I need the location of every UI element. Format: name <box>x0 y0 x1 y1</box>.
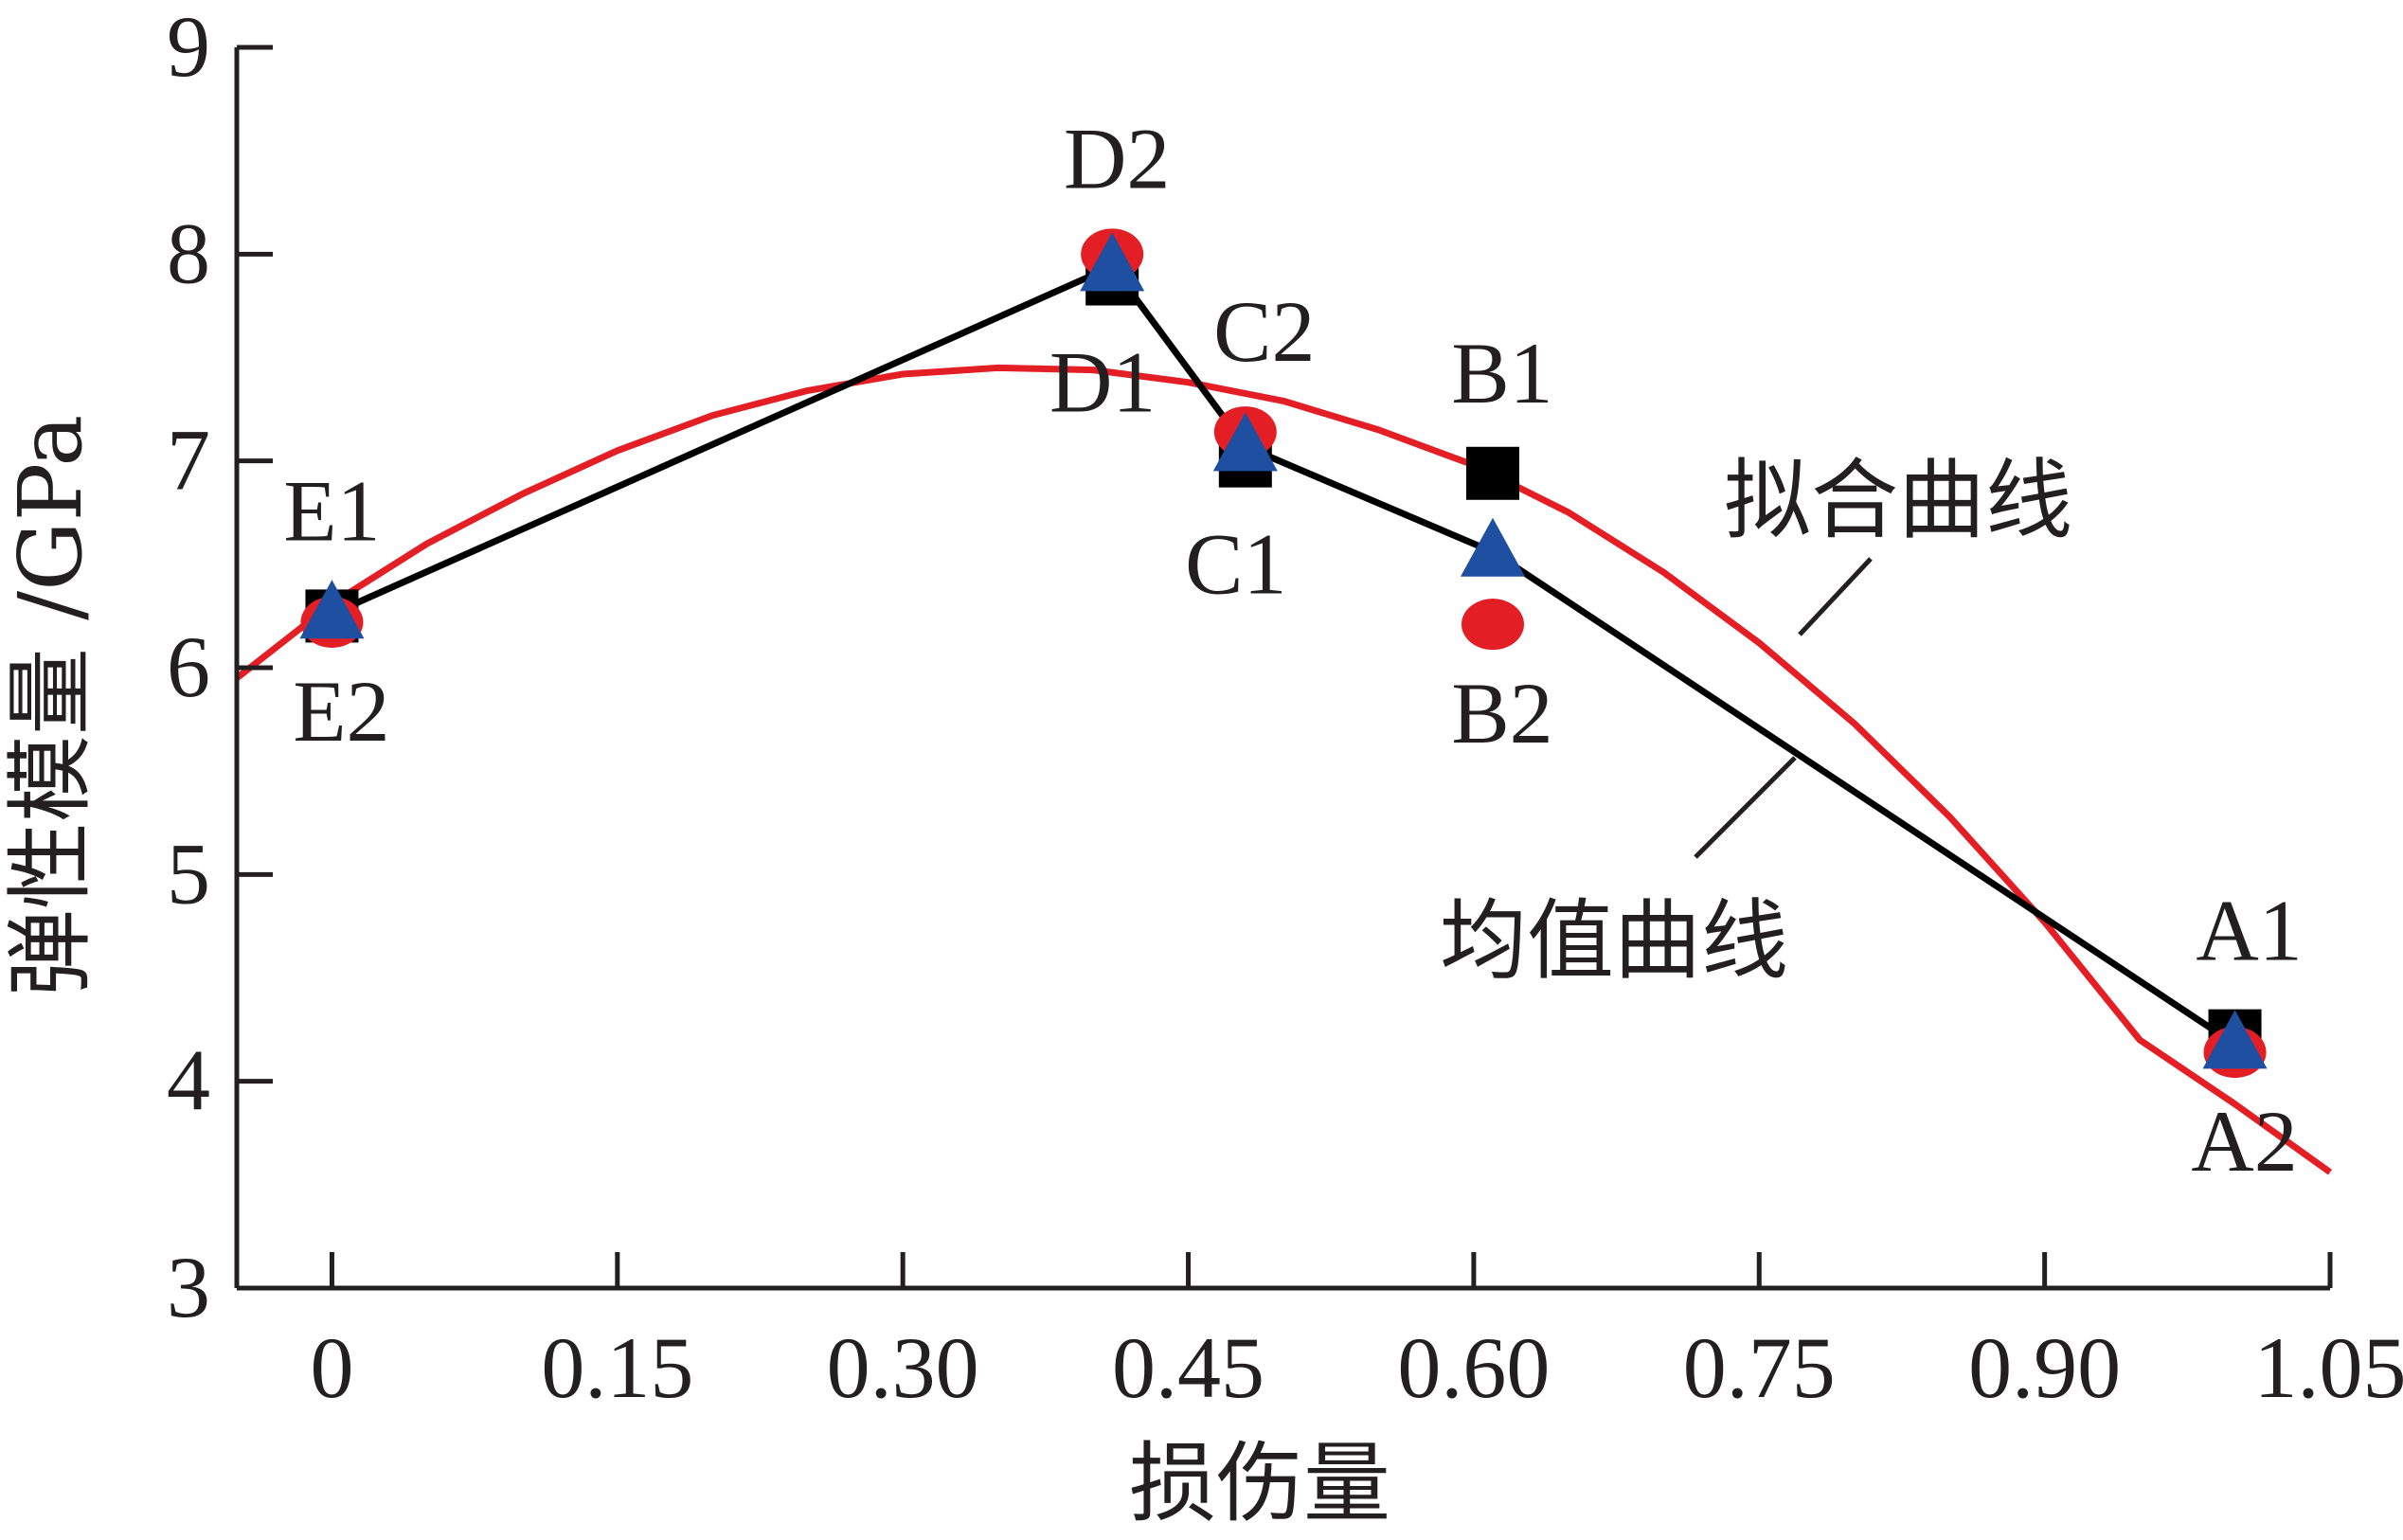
point-label-B1: B1 <box>1451 325 1552 421</box>
axes: 3 4 5 6 7 8 9 0 0.15 0.30 0.45 0.60 0.75 0.90 1.05 <box>167 0 2403 1416</box>
point-label-A1: A1 <box>2196 883 2302 979</box>
fit-curve-layer <box>234 364 2333 1175</box>
x-tick-label-1.05: 1.05 <box>2254 1319 2403 1416</box>
markers-layer <box>299 228 2268 1079</box>
x-tick-label-0.60: 0.60 <box>1397 1319 1550 1416</box>
triangle-marker-4 <box>2202 1010 2268 1069</box>
y-tick-label-9: 9 <box>167 0 210 95</box>
point-label-E2: E2 <box>293 663 389 760</box>
x-tick-label-0.75: 0.75 <box>1683 1319 1836 1416</box>
point-label-D2: D2 <box>1064 110 1170 206</box>
point-label-D1: D1 <box>1049 334 1156 431</box>
mean-curve-line <box>331 262 2237 1048</box>
mean-curve-leader-line <box>1694 756 1797 859</box>
mean-curve-annotation: 均值曲线 <box>1440 890 1788 992</box>
triangle-marker-1 <box>1080 232 1145 292</box>
point-labels: E1 D1 C1 B1 A1 E2 D2 C2 B2 A2 <box>283 110 2302 1190</box>
point-label-E1: E1 <box>283 462 380 559</box>
point-label-C2: C2 <box>1213 283 1315 380</box>
y-tick-label-5: 5 <box>167 825 210 922</box>
y-tick-label-7: 7 <box>167 412 210 509</box>
fit-curve-annotation: 拟合曲线 <box>1724 450 2072 551</box>
x-axis-title: 损伤量 <box>1129 1433 1390 1534</box>
x-tick-label-0.15: 0.15 <box>541 1319 693 1416</box>
point-label-A2: A2 <box>2191 1093 2297 1190</box>
fit-curve-line <box>234 364 2333 1175</box>
x-tick-label-0.30: 0.30 <box>827 1319 979 1416</box>
mean-curve-layer <box>331 262 2237 1048</box>
x-tick-label-0.45: 0.45 <box>1112 1319 1264 1416</box>
triangle-marker-2 <box>1212 412 1278 472</box>
point-label-C1: C1 <box>1185 516 1286 613</box>
point-label-B2: B2 <box>1451 665 1552 761</box>
triangle-marker-0 <box>299 580 365 639</box>
y-axis-title: 弹性模量 /GPa <box>0 415 101 996</box>
x-tick-label-0.90: 0.90 <box>1968 1319 2121 1416</box>
circle-marker-B2 <box>1462 599 1524 651</box>
y-tick-label-4: 4 <box>167 1032 210 1129</box>
x-tick-label-0: 0 <box>310 1319 353 1416</box>
triangle-marker-3 <box>1461 517 1525 577</box>
y-tick-label-8: 8 <box>167 205 210 301</box>
y-tick-label-6: 6 <box>167 618 210 715</box>
square-marker-B1 <box>1466 446 1519 500</box>
y-tick-label-3: 3 <box>167 1239 210 1335</box>
fit-curve-leader-line <box>1798 557 1873 636</box>
